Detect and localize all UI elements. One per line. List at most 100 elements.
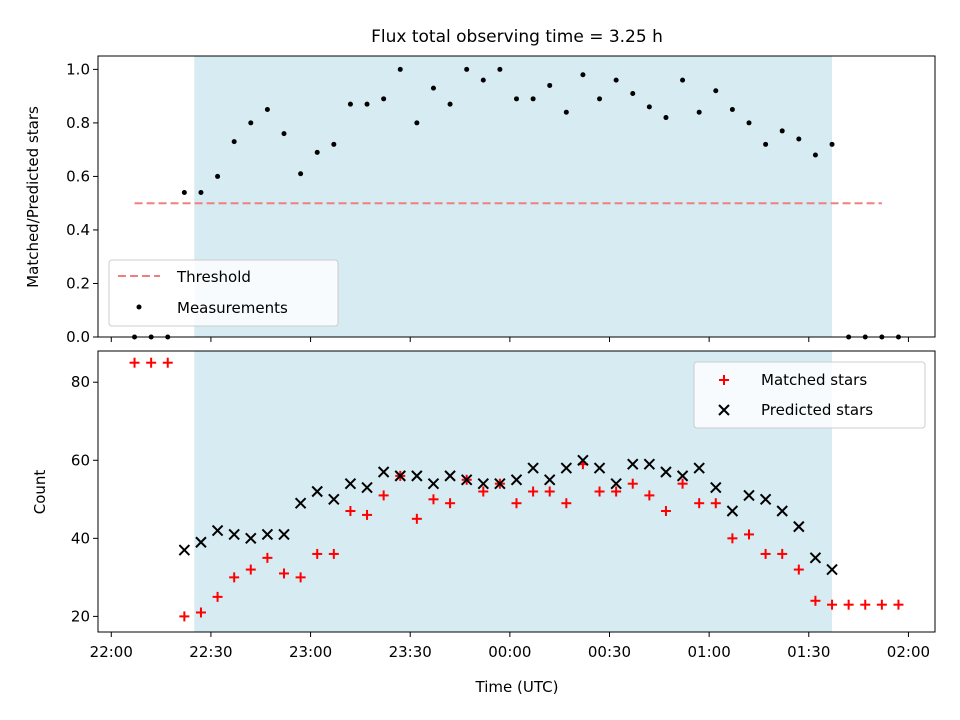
predicted-star-point: [693, 462, 705, 474]
measurement-point: [198, 189, 204, 195]
matched-star-point: [611, 486, 622, 497]
top-legend-box: [108, 259, 339, 327]
top-y-tick-label: 0.8: [66, 114, 90, 132]
bottom-plot-frame: [97, 350, 936, 633]
matched-star-point: [876, 599, 887, 610]
measurement-point: [663, 115, 669, 121]
predicted-star-point: [494, 477, 506, 490]
measurement-point: [464, 66, 470, 72]
bottom-y-axis-label: Count: [31, 470, 49, 515]
measurement-point: [729, 107, 735, 113]
measurement-point: [746, 120, 752, 126]
predicted-star-point: [759, 493, 772, 506]
measurement-point: [497, 66, 503, 72]
matched-star-point: [146, 357, 157, 368]
bottom-panel: 20 40 60 80 22:00 22:30 23:00 23:30 00:00 00:30 0…: [31, 350, 936, 696]
matched-star-point: [594, 486, 605, 497]
bottom-legend: Matched stars Predicted stars: [693, 361, 926, 429]
matched-star-point: [262, 552, 273, 563]
predicted-star-point: [710, 481, 722, 494]
predicted-star-point: [527, 462, 539, 474]
top-y-axis: 0.0 0.2 0.4 0.6 0.8 1.0: [66, 60, 98, 346]
matched-star-point: [345, 506, 356, 517]
predicted-star-point: [660, 466, 672, 478]
measurement-point: [580, 72, 586, 78]
measurement-point: [181, 189, 187, 195]
matched-star-point: [245, 564, 256, 575]
predicted-star-point: [477, 477, 489, 490]
matched-star-point: [312, 548, 323, 559]
matched-star-point: [179, 611, 190, 622]
predicted-star-point: [328, 493, 340, 506]
measurement-point: [547, 82, 553, 88]
matched-stars-series: [129, 357, 904, 622]
legend-matched-swatch: [719, 375, 729, 385]
x-axis-label: Time (UTC): [475, 678, 559, 696]
predicted-star-point: [593, 462, 606, 474]
matched-star-point: [777, 548, 788, 559]
measurement-point: [215, 173, 221, 179]
matched-star-point: [710, 498, 721, 509]
predicted-star-point: [826, 563, 838, 576]
predicted-star-point: [178, 544, 191, 556]
x-tick-label: 02:00: [887, 643, 930, 661]
matched-star-point: [694, 498, 705, 509]
measurement-point: [447, 101, 453, 107]
bottom-y-axis: 20 40 60 80: [71, 373, 98, 625]
measurement-point: [248, 120, 254, 126]
matched-star-point: [129, 357, 140, 368]
predicted-star-point: [294, 497, 307, 509]
x-tick-label: 00:30: [588, 643, 631, 661]
predicted-star-point: [427, 477, 440, 490]
predicted-star-point: [627, 458, 639, 470]
top-x-ticks: [110, 337, 909, 342]
measurement-point: [696, 109, 702, 115]
measurement-point: [563, 109, 569, 115]
measurement-point: [414, 120, 420, 126]
chart-title: Flux total observing time = 3.25 h: [371, 27, 663, 47]
x-tick-label: 23:30: [389, 643, 432, 661]
predicted-star-point: [344, 477, 357, 490]
x-tick-label: 01:00: [688, 643, 731, 661]
measurement-point: [630, 90, 636, 96]
predicted-star-point: [743, 489, 755, 502]
legend-threshold-label: Threshold: [176, 268, 251, 286]
measurement-point: [298, 171, 304, 177]
matched-star-point: [328, 548, 339, 559]
predicted-star-point: [211, 524, 224, 537]
measurement-point: [646, 104, 652, 110]
matched-star-point: [428, 494, 439, 505]
predicted-star-point: [676, 470, 689, 482]
predicted-star-point: [793, 520, 805, 533]
predicted-star-point: [311, 485, 323, 498]
predicted-star-point: [577, 454, 589, 466]
predicted-star-point: [377, 466, 390, 478]
predicted-star-point: [776, 505, 788, 517]
legend-predicted-label: Predicted stars: [761, 401, 873, 419]
measurement-point: [812, 152, 818, 158]
legend-measurements-swatch: [136, 304, 142, 310]
bottom-y-tick-label: 40: [71, 529, 90, 547]
matched-star-point: [445, 498, 456, 509]
predicted-star-point: [245, 532, 257, 545]
predicted-star-point: [228, 528, 240, 541]
top-legend: Threshold Measurements: [108, 259, 339, 327]
legend-plus-mark: [719, 375, 729, 385]
matched-star-point: [760, 548, 771, 559]
bottom-y-tick-label: 80: [71, 373, 90, 391]
measurement-point: [397, 66, 403, 72]
predicted-star-point: [361, 481, 373, 494]
matched-star-point: [561, 498, 572, 509]
matched-star-point: [162, 357, 173, 368]
matched-star-point: [362, 509, 373, 520]
matched-star-point: [544, 486, 555, 497]
measurement-point: [264, 107, 270, 113]
predicted-star-point: [394, 470, 406, 482]
measurement-point: [680, 77, 686, 83]
legend-predicted-swatch: [718, 404, 730, 416]
predicted-stars-series: [178, 454, 838, 576]
predicted-star-point: [560, 462, 573, 474]
matched-star-point: [411, 513, 422, 524]
measurement-point: [597, 96, 603, 102]
